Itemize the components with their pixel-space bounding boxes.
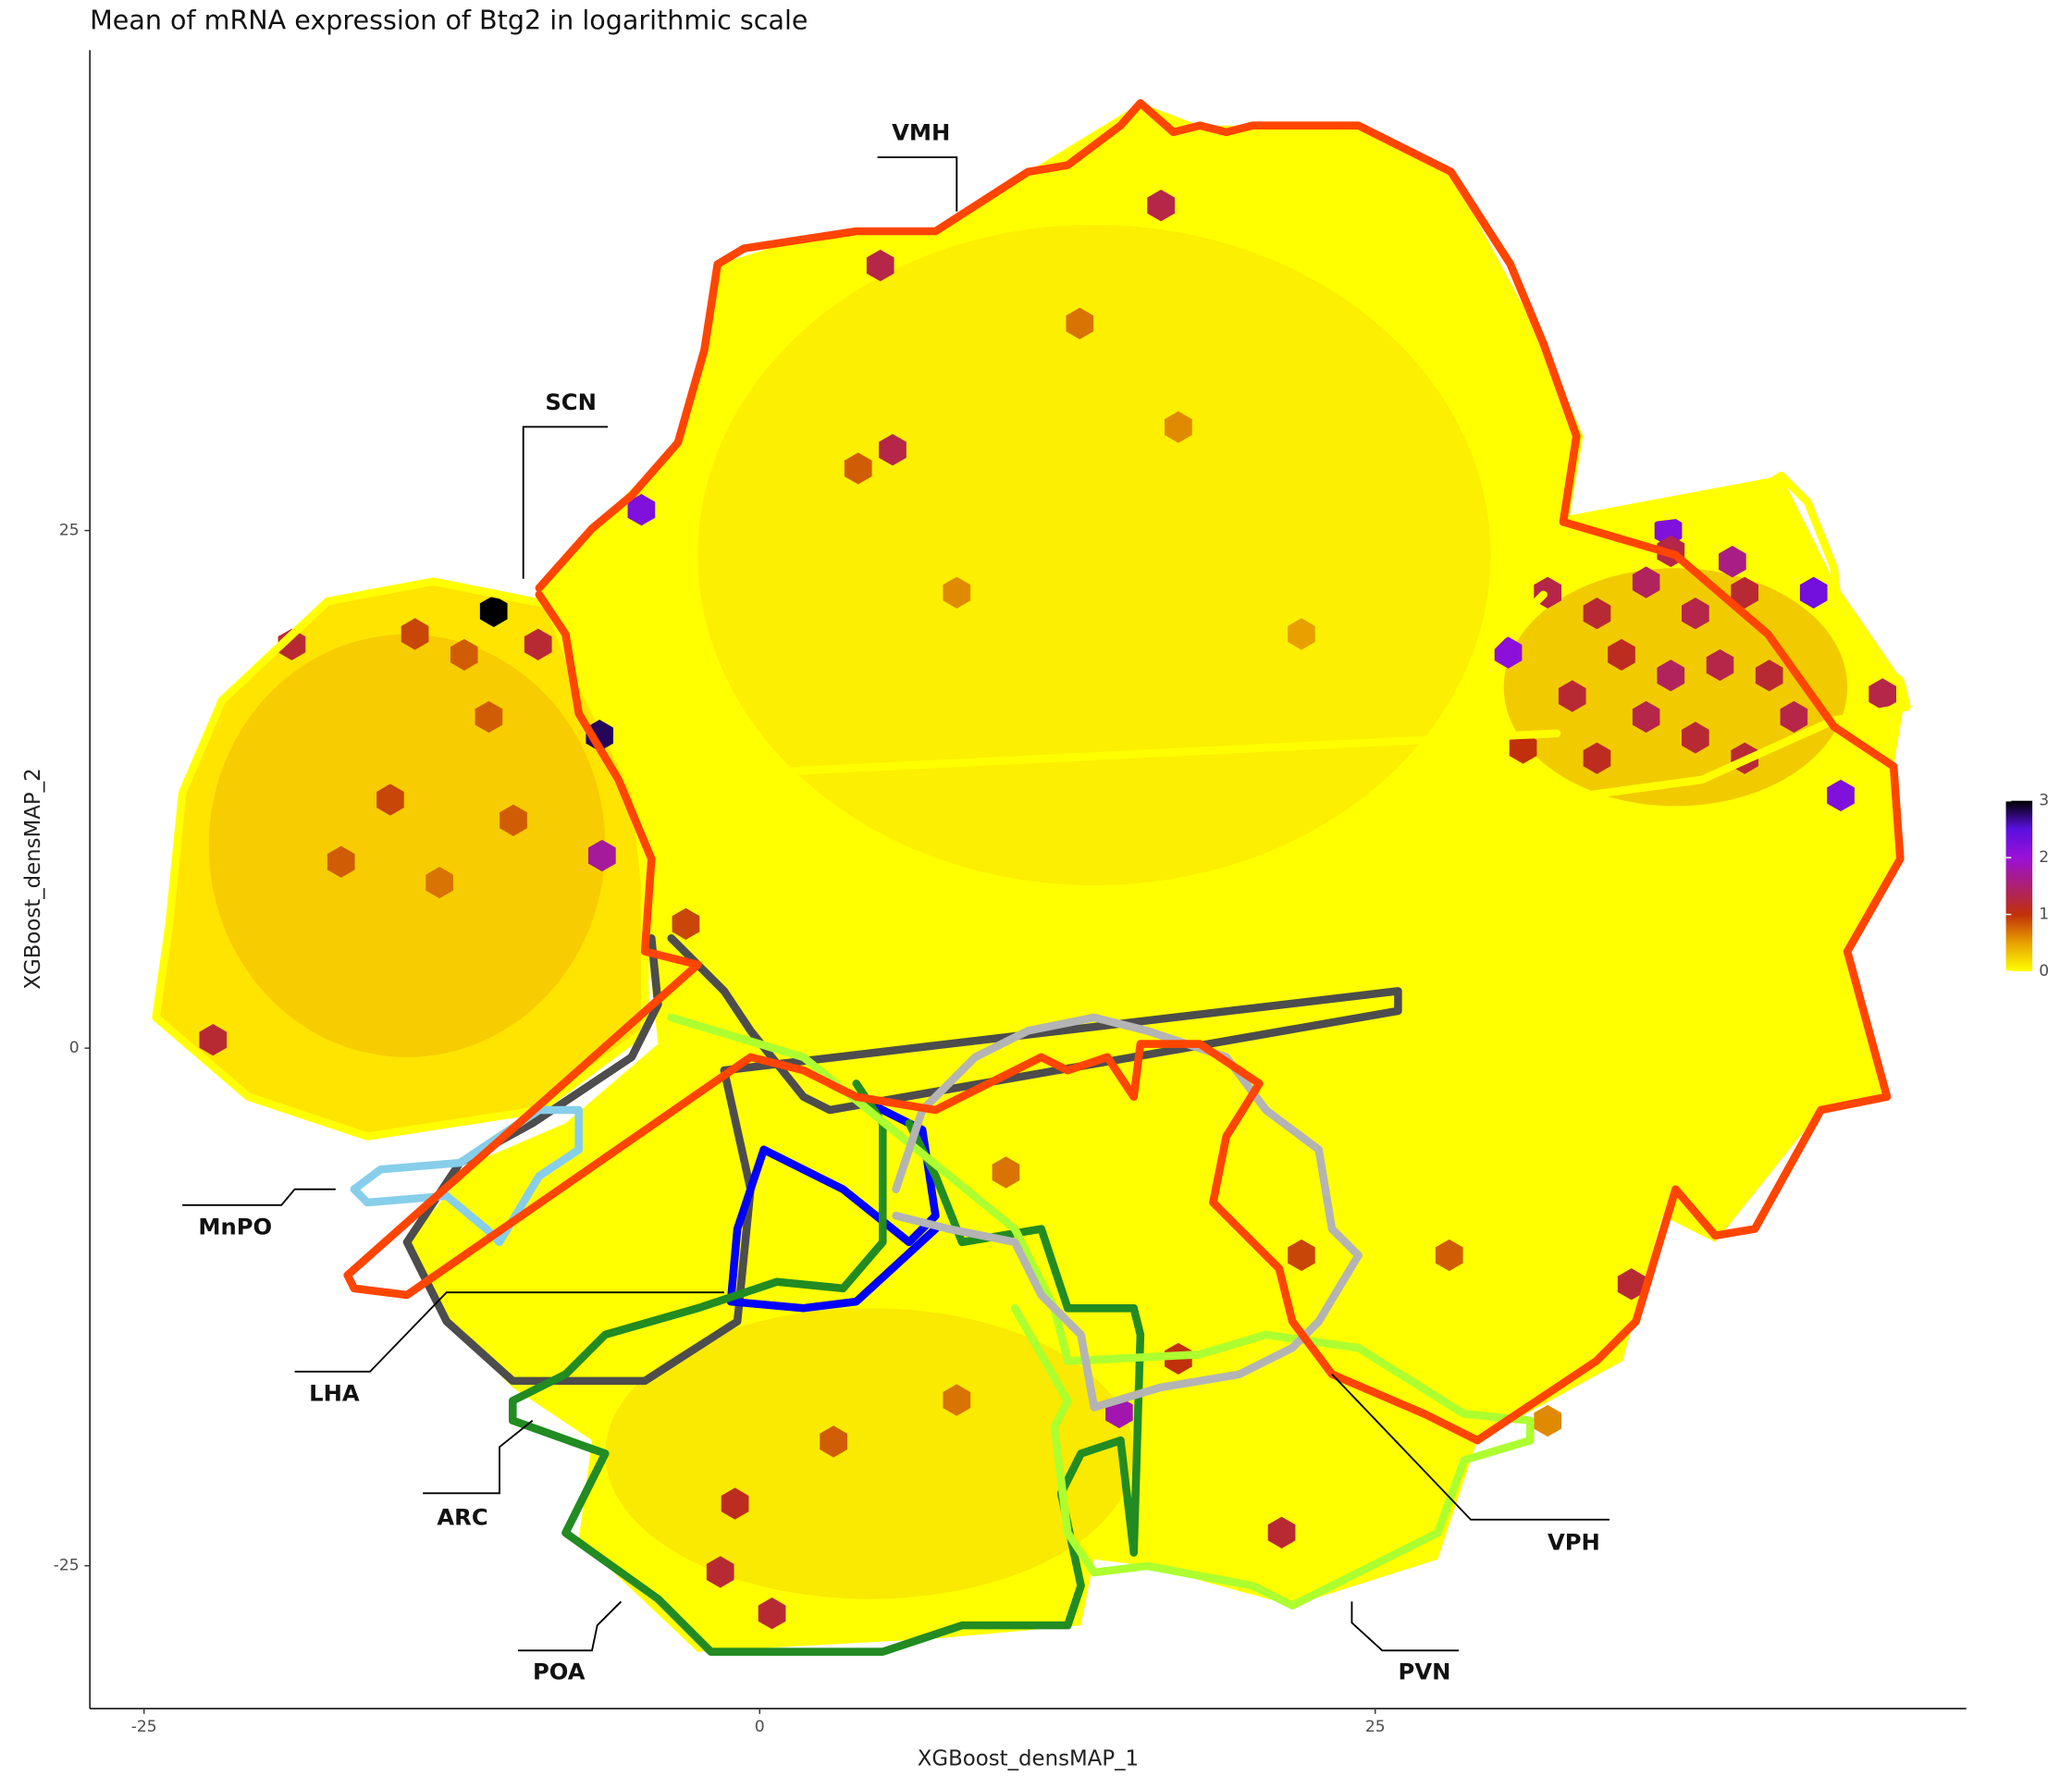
x-tick-label: 25 [1365, 1718, 1386, 1736]
hex-bin [1435, 1239, 1463, 1272]
cell-cloud [155, 103, 1907, 1652]
hex-bin [1608, 638, 1635, 671]
hex-bin [1632, 566, 1660, 598]
hex-bin [1682, 722, 1709, 754]
hex-bin [327, 845, 355, 878]
leaders [182, 156, 1610, 1652]
hex-bin [199, 1024, 228, 1056]
hex-bin [721, 1487, 749, 1520]
hex-bin [450, 638, 478, 671]
hex-bin [943, 1384, 971, 1416]
region-label: MnPO [198, 1213, 272, 1240]
region-label: VMH [892, 118, 950, 145]
hex-bin [1558, 680, 1586, 712]
hex-bin [1494, 636, 1523, 669]
region-label: ARC [437, 1504, 487, 1531]
region-label: PVN [1399, 1659, 1451, 1685]
hex-bin [588, 839, 616, 872]
hex-bin [1731, 576, 1758, 609]
hex-bin [1147, 190, 1175, 222]
chart-title: Mean of mRNA expression of Btg2 in logar… [90, 4, 808, 35]
x-tick-label: -25 [131, 1718, 157, 1736]
hex-bin [1583, 742, 1611, 774]
hex-bin [1288, 1239, 1315, 1272]
colorbar-tick-label: 2 [2039, 848, 2049, 867]
y-tick-label: -25 [54, 1557, 80, 1575]
hex-bin [866, 249, 894, 282]
hex-bin [426, 867, 453, 899]
hex-bin [1288, 618, 1315, 650]
hex-bin [1799, 576, 1828, 609]
hex-bin [524, 628, 552, 660]
hex-bin [376, 783, 404, 816]
hex-bin [1066, 307, 1094, 339]
y-tick-label: 0 [69, 1039, 80, 1057]
hex-bin [1267, 1516, 1296, 1549]
colorbar [2005, 800, 2033, 971]
hex-bin [1632, 700, 1660, 734]
hex-bin [1755, 660, 1783, 692]
hex-bin [1868, 678, 1896, 710]
x-axis-label: XGBoost_densMAP_1 [918, 1747, 1139, 1771]
hex-bin [879, 434, 906, 466]
colorbar-tick-label: 0 [2039, 962, 2049, 980]
hex-bin [1719, 546, 1746, 578]
hex-bin [401, 618, 429, 650]
region-label: LHA [309, 1379, 360, 1406]
hex-bin [672, 907, 700, 940]
hex-bin [1827, 779, 1855, 812]
hex-bin [1682, 598, 1709, 630]
hex-bin [479, 595, 508, 627]
hex-bin [943, 576, 971, 609]
hex-bin [1617, 1268, 1646, 1301]
hex-bin [758, 1597, 786, 1630]
hex-bin [627, 494, 656, 526]
y-tick-label: 25 [59, 522, 80, 540]
hex-bin [1165, 411, 1192, 443]
hex-bin [706, 1556, 734, 1588]
hex-bin [1534, 1404, 1561, 1437]
region-label: VPH [1548, 1529, 1600, 1556]
hex-bin [992, 1156, 1020, 1189]
hex-bin [475, 700, 503, 734]
y-axis-label: XGBoost_densMAP_2 [21, 768, 45, 989]
hex-bin [820, 1425, 847, 1458]
region-label: POA [533, 1659, 586, 1685]
hex-bin [500, 804, 527, 836]
x-tick-label: 0 [755, 1718, 765, 1736]
hex-bin [1657, 660, 1685, 692]
hex-bin [1780, 700, 1808, 734]
hex-bin [1583, 598, 1611, 630]
colorbar-tick-label: 1 [2039, 906, 2049, 924]
hex-bin [844, 452, 872, 485]
colorbar-tick-label: 3 [2039, 792, 2049, 810]
hex-bin [1706, 648, 1734, 682]
region-outlines [152, 99, 1911, 1656]
region-label: SCN [545, 388, 597, 415]
hex-bin [1509, 732, 1537, 764]
